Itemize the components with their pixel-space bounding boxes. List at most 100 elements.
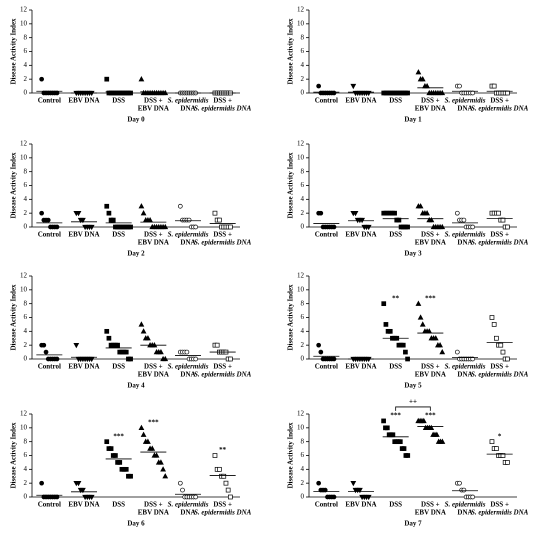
y-tick-label: 10	[20, 423, 28, 431]
point	[461, 217, 467, 223]
x-tick-label: S. epidermidis	[445, 97, 486, 105]
point	[405, 224, 410, 230]
point	[193, 356, 199, 362]
x-tick-label: EBV DNA	[345, 363, 376, 371]
x-tick-label: DNA	[457, 509, 472, 517]
point	[494, 446, 499, 451]
y-axis-label: Disease Activity Index	[287, 422, 295, 489]
significance: **	[219, 446, 227, 454]
point	[401, 446, 407, 451]
point	[228, 356, 233, 362]
point	[140, 431, 147, 437]
point	[403, 349, 408, 355]
point	[128, 473, 133, 479]
point	[193, 224, 199, 230]
point	[162, 473, 169, 479]
point	[186, 217, 192, 223]
y-tick-label: 4	[24, 465, 28, 473]
point	[439, 223, 446, 230]
point	[405, 356, 410, 362]
point	[217, 217, 222, 223]
x-tick-label: EBV DNA	[138, 371, 169, 379]
y-tick-label: 2	[24, 209, 28, 217]
point	[505, 224, 510, 230]
point	[54, 224, 60, 230]
point	[500, 349, 506, 355]
panel-title: Day 0	[127, 116, 145, 124]
x-tick-label: S. epidermidis DNA	[194, 371, 252, 379]
point	[115, 342, 120, 348]
y-tick-label: 12	[297, 410, 305, 418]
y-tick-label: 12	[20, 272, 28, 280]
x-tick-label: EBV DNA	[415, 105, 446, 113]
point	[225, 487, 231, 493]
point	[457, 480, 462, 486]
point	[140, 210, 147, 216]
y-tick-label: 0	[24, 355, 28, 363]
point	[392, 210, 397, 216]
y-tick-label: 4	[24, 195, 28, 203]
y-tick-label: 12	[20, 140, 28, 148]
point	[184, 349, 190, 355]
point	[419, 321, 426, 327]
point	[128, 224, 133, 230]
point	[88, 494, 95, 501]
y-tick-label: 6	[24, 451, 28, 459]
point	[433, 431, 440, 437]
y-tick-label: 2	[301, 479, 305, 487]
point	[352, 211, 359, 217]
x-tick-label: S. epidermidis	[168, 231, 209, 239]
point	[80, 487, 86, 494]
x-tick-label: Control	[315, 363, 338, 371]
point	[104, 328, 110, 334]
y-axis-label: Disease Activity Index	[10, 18, 18, 85]
point	[420, 417, 427, 424]
x-tick-label: S. epidermidis	[168, 501, 209, 509]
panel-title: Day 1	[404, 116, 422, 124]
significance: *	[498, 432, 502, 440]
point	[80, 217, 86, 224]
point	[128, 356, 133, 362]
point	[428, 216, 435, 223]
y-axis-label: Disease Activity Index	[287, 152, 295, 219]
point	[39, 480, 44, 486]
y-tick-label: 10	[20, 19, 28, 27]
significance: **	[392, 294, 400, 302]
y-tick-label: 8	[24, 33, 28, 41]
x-tick-label: DSS +	[421, 97, 440, 105]
point	[331, 224, 337, 230]
point	[73, 343, 80, 349]
y-axis-label: Disease Activity Index	[10, 284, 18, 351]
point	[106, 210, 112, 216]
point	[470, 494, 476, 500]
y-tick-label: 2	[24, 479, 28, 487]
x-tick-label: DSS +	[421, 231, 440, 239]
x-tick-label: DSS +	[421, 501, 440, 509]
panel-title: Day 3	[404, 250, 422, 258]
y-tick-label: 0	[301, 493, 305, 501]
point	[160, 466, 166, 472]
y-tick-label: 2	[301, 209, 305, 217]
x-tick-label: DSS	[389, 501, 402, 509]
point	[491, 83, 497, 89]
point	[432, 335, 439, 341]
x-tick-label: EBV DNA	[415, 509, 446, 517]
point	[41, 342, 47, 348]
x-tick-label: EBV DNA	[68, 231, 99, 239]
x-tick-label: Control	[315, 231, 338, 239]
x-tick-label: S. epidermidis	[445, 363, 486, 371]
x-tick-label: DSS +	[213, 231, 232, 239]
x-tick-label: DNA	[457, 105, 472, 113]
y-tick-label: 2	[24, 341, 28, 349]
point	[400, 342, 406, 348]
x-tick-label: EBV DNA	[68, 97, 99, 105]
point	[162, 355, 169, 362]
point	[439, 89, 446, 96]
significance: ***	[425, 412, 436, 420]
y-tick-label: 0	[24, 493, 28, 501]
x-tick-label: DNA	[180, 509, 195, 517]
